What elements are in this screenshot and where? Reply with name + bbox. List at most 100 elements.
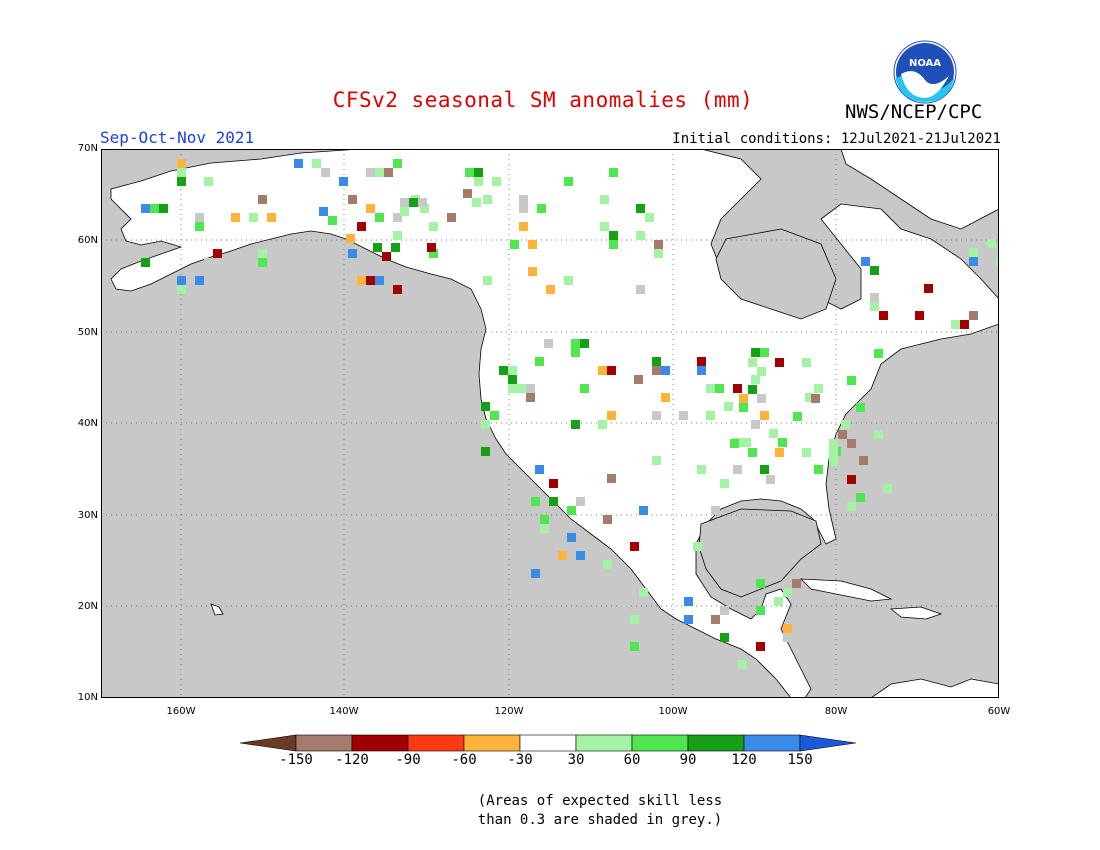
anomaly-cell [811, 394, 820, 403]
anomaly-cell [531, 497, 540, 506]
anomaly-cell [829, 448, 838, 457]
anomaly-cell [697, 357, 706, 366]
anomaly-cell [204, 258, 213, 267]
anomaly-cell [258, 195, 267, 204]
anomaly-cell [177, 168, 186, 177]
lat-label-60n: 60N [77, 235, 98, 246]
legend-tick-label: -90 [395, 752, 421, 768]
anomaly-cell [775, 358, 784, 367]
anomaly-cell [751, 348, 760, 357]
anomaly-cell [879, 311, 888, 320]
anomaly-cell [639, 588, 648, 597]
anomaly-cell [733, 465, 742, 474]
anomaly-cell [528, 240, 537, 249]
anomaly-cell [760, 411, 769, 420]
anomaly-cell [654, 249, 663, 258]
anomaly-cell [348, 249, 357, 258]
anomaly-cell [204, 177, 213, 186]
anomaly-cell [769, 429, 778, 438]
anomaly-cell [702, 542, 711, 551]
anomaly-cell [711, 615, 720, 624]
anomaly-cell [639, 506, 648, 515]
anomaly-cell [856, 493, 865, 502]
anomaly-cell [393, 285, 402, 294]
anomaly-cell [294, 159, 303, 168]
anomaly-cell [400, 198, 409, 207]
anomaly-cell [742, 438, 751, 447]
anomaly-cell [829, 439, 838, 448]
legend-tick-label: 150 [787, 752, 813, 768]
legend-arrow-low [239, 734, 297, 752]
anomaly-cell [654, 240, 663, 249]
anomaly-cell [598, 366, 607, 375]
anomaly-cell [783, 633, 792, 642]
anomaly-cell [600, 195, 609, 204]
anomaly-cell [267, 213, 276, 222]
anomaly-cell [328, 216, 337, 225]
anomaly-cell [393, 213, 402, 222]
anomaly-cell [357, 276, 366, 285]
anomaly-cell [195, 222, 204, 231]
anomaly-cell [150, 204, 159, 213]
anomaly-cell [472, 198, 481, 207]
anomaly-cell [348, 195, 357, 204]
anomaly-cell [483, 195, 492, 204]
anomaly-cell [609, 240, 618, 249]
anomaly-cell [564, 177, 573, 186]
legend-tick-label: 90 [679, 752, 697, 768]
anomaly-cell [783, 588, 792, 597]
anomaly-cell [733, 384, 742, 393]
anomaly-cell [177, 285, 186, 294]
anomaly-cell [531, 569, 540, 578]
anomaly-cell [366, 204, 375, 213]
anomaly-cell [870, 293, 879, 302]
anomaly-cell [987, 239, 996, 248]
anomaly-cell [630, 615, 639, 624]
anomaly-cell [537, 204, 546, 213]
anomaly-cells [141, 159, 999, 669]
anomaly-cell [276, 258, 285, 267]
anomaly-cell [576, 551, 585, 560]
anomaly-cell [652, 366, 661, 375]
legend-box [687, 734, 745, 752]
anomaly-cell [571, 420, 580, 429]
legend-box [631, 734, 689, 752]
anomaly-cell [508, 384, 517, 393]
anomaly-cell [969, 311, 978, 320]
anomaly-cell [607, 366, 616, 375]
anomaly-cell [969, 257, 978, 266]
legend-tick-label: -30 [507, 752, 533, 768]
anomaly-cell [996, 257, 999, 266]
anomaly-cell [636, 231, 645, 240]
anomaly-cell [481, 420, 490, 429]
anomaly-cell [792, 579, 801, 588]
anomaly-cell [549, 497, 558, 506]
anomaly-cell [720, 633, 729, 642]
noaa-logo: NOAA [893, 40, 957, 104]
anomaly-cell [751, 420, 760, 429]
anomaly-cell [739, 394, 748, 403]
anomaly-cell [645, 213, 654, 222]
anomaly-cell [969, 248, 978, 257]
anomaly-cell [706, 411, 715, 420]
anomaly-cell [739, 403, 748, 412]
anomaly-cell [177, 159, 186, 168]
anomaly-cell [598, 420, 607, 429]
anomaly-cell [382, 252, 391, 261]
chart-title: CFSv2 seasonal SM anomalies (mm) [332, 88, 754, 112]
legend-tick-label: -150 [279, 752, 313, 768]
anomaly-cell [630, 542, 639, 551]
anomaly-cell [760, 465, 769, 474]
anomaly-cell [720, 606, 729, 615]
anomaly-cell [366, 276, 375, 285]
anomaly-cell [571, 348, 580, 357]
anomaly-cell [310, 243, 319, 252]
anomaly-cell [544, 339, 553, 348]
legend-box [351, 734, 409, 752]
anomaly-cell [400, 207, 409, 216]
lon-label-140w: 140W [329, 706, 359, 717]
legend-box [407, 734, 465, 752]
anomaly-cell [838, 430, 847, 439]
anomaly-cell [418, 198, 427, 207]
anomaly-cell [636, 285, 645, 294]
